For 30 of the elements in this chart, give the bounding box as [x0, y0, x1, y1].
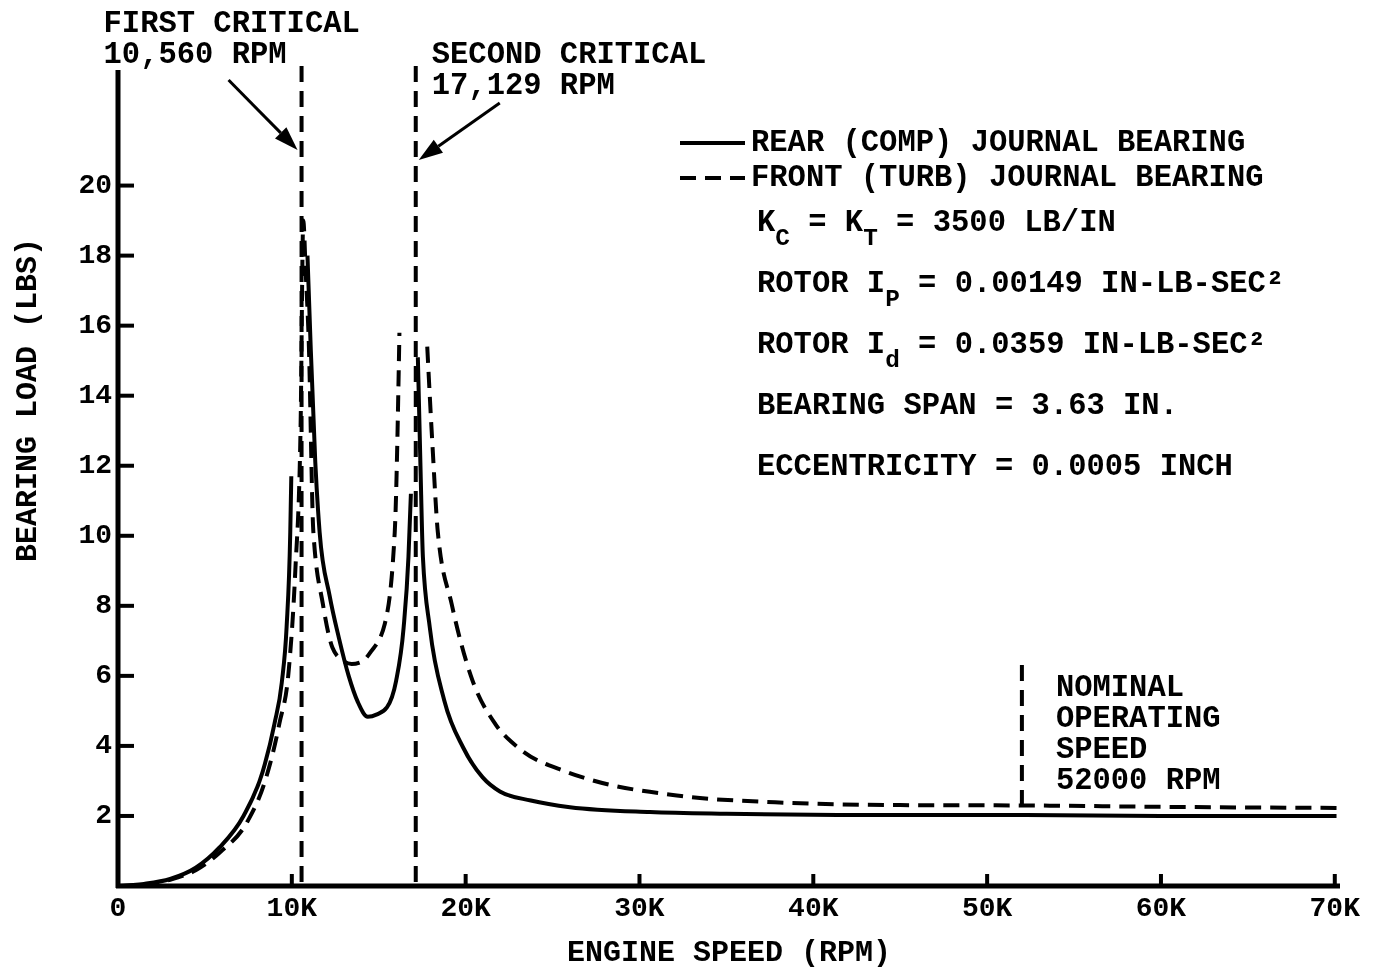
x-tick-label: 40K: [788, 893, 839, 924]
y-tick-label: 4: [95, 730, 112, 762]
y-tick-label: 6: [95, 660, 112, 692]
x-tick-label: 30K: [614, 893, 665, 924]
y-tick-label: 12: [78, 450, 112, 482]
ref-line-label: FIRST CRITICAL 10,560 RPM: [103, 7, 360, 72]
annotation: ECCENTRICITY = 0.0005 INCH: [757, 450, 1233, 484]
ref-line-label: SECOND CRITICAL 17,129 RPM: [431, 38, 707, 103]
y-tick-label: 10: [78, 520, 112, 552]
x-tick-label: 0: [109, 893, 127, 924]
ref-line-label: NOMINAL OPERATING SPEED 52000 RPM: [1055, 671, 1221, 798]
x-tick-label: 60K: [1135, 893, 1187, 924]
annotation: BEARING SPAN = 3.63 IN.: [757, 389, 1178, 423]
annotation: ROTOR I$_{P}$ = 0.00149 IN-LB-SEC²: [757, 267, 1285, 313]
y-tick-label: 8: [95, 590, 112, 622]
x-tick-label: 50K: [961, 893, 1013, 924]
y-tick-label: 14: [78, 380, 112, 412]
annotation: ROTOR I$_{d}$ = 0.0359 IN-LB-SEC²: [757, 328, 1266, 374]
annotation: K$_{C}$ = K$_{T}$ = 3500 LB/IN: [757, 206, 1116, 252]
y-tick-label: 16: [78, 310, 112, 342]
x-tick-label: 70K: [1309, 893, 1361, 924]
y-axis-title: BEARING LOAD (LBS): [11, 237, 45, 563]
x-tick-label: 10K: [266, 893, 318, 924]
legend-label: REAR (COMP) JOURNAL BEARING: [751, 126, 1246, 160]
y-tick-label: 18: [78, 240, 112, 272]
legend-label: FRONT (TURB) JOURNAL BEARING: [751, 161, 1264, 195]
x-axis-title: ENGINE SPEED (RPM): [566, 936, 892, 969]
x-tick-label: 20K: [440, 893, 492, 924]
y-tick-label: 20: [78, 170, 112, 202]
y-tick-label: 2: [95, 800, 112, 832]
